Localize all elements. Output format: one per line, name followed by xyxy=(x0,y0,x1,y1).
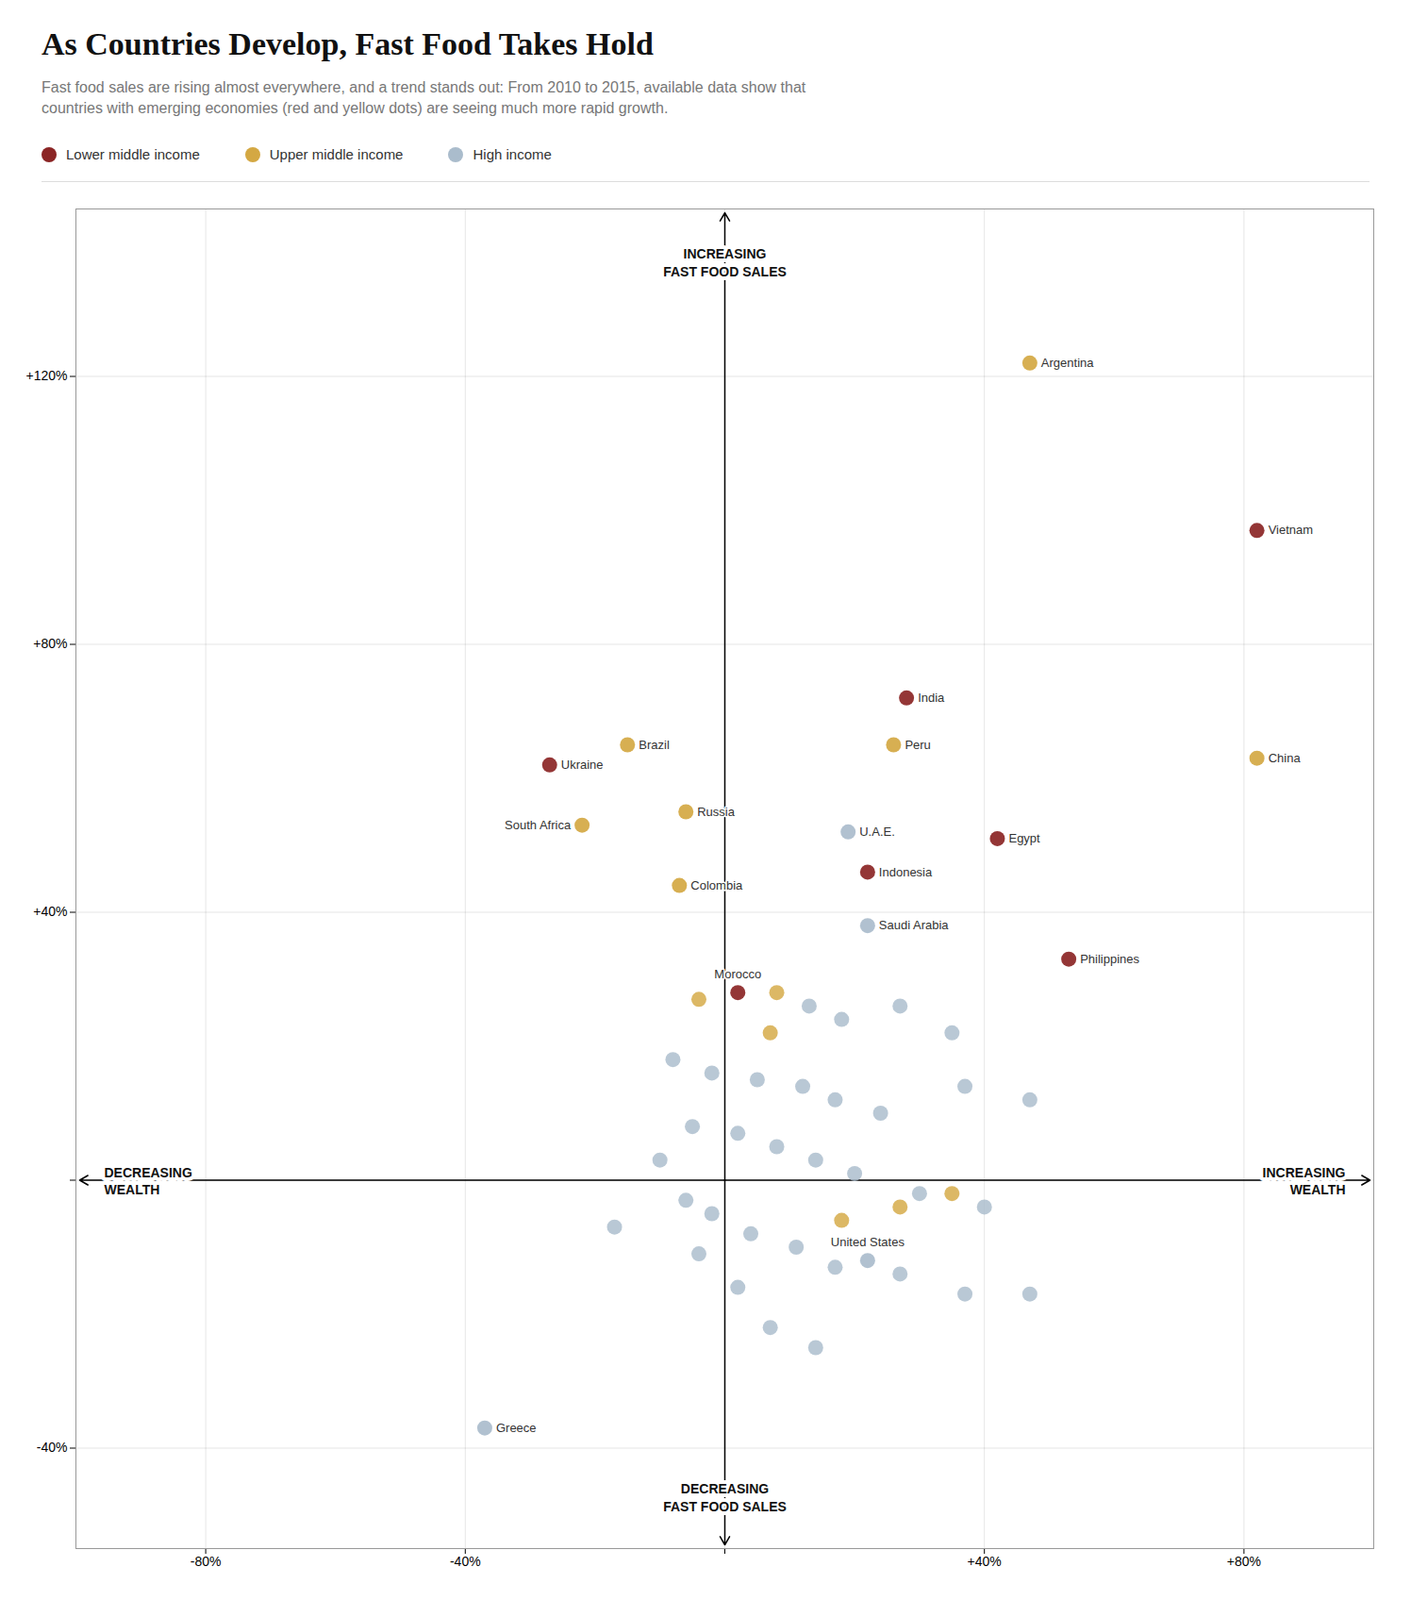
html-text:As Countries Develop, Fast Foo: As Countries Develop, Fast Food Takes Ho… xyxy=(41,26,654,62)
svg-text:-40%: -40% xyxy=(36,1440,68,1456)
svg-text:India: India xyxy=(917,690,946,705)
svg-text:DECREASINGWEALTH: DECREASINGWEALTH xyxy=(104,1164,193,1197)
svg-text:U.A.E.: U.A.E. xyxy=(859,824,896,839)
html-text:Lower middle income: Lower middle income xyxy=(66,146,200,163)
svg-text:-80%: -80% xyxy=(190,1554,222,1570)
svg-text:China: China xyxy=(1268,750,1302,765)
svg-text:+80%: +80% xyxy=(1227,1554,1262,1570)
svg-text:+40%: +40% xyxy=(33,904,67,920)
html-text:countries with emerging econom: countries with emerging economies (red a… xyxy=(41,99,669,116)
svg-text:United States: United States xyxy=(830,1235,906,1250)
html-text:Upper middle income: Upper middle income xyxy=(269,146,404,163)
svg-text:Ukraine: Ukraine xyxy=(561,757,604,772)
svg-text:DECREASINGFAST FOOD SALES: DECREASINGFAST FOOD SALES xyxy=(663,1480,787,1513)
svg-text:Peru: Peru xyxy=(904,737,930,752)
svg-text:+40%: +40% xyxy=(967,1554,1002,1570)
svg-text:Colombia: Colombia xyxy=(690,878,744,893)
svg-text:Egypt: Egypt xyxy=(1008,830,1041,846)
svg-text:Russia: Russia xyxy=(697,804,736,819)
svg-text:+120%: +120% xyxy=(26,368,68,384)
svg-text:Philippines: Philippines xyxy=(1079,951,1140,966)
svg-text:Morocco: Morocco xyxy=(713,967,762,982)
svg-text:Greece: Greece xyxy=(496,1420,537,1435)
html-text:High income: High income xyxy=(473,146,552,163)
svg-text:INCREASINGFAST FOOD SALES: INCREASINGFAST FOOD SALES xyxy=(663,247,787,280)
svg-text:Argentina: Argentina xyxy=(1041,355,1095,370)
svg-text:+80%: +80% xyxy=(33,636,67,652)
svg-text:Saudi Arabia: Saudi Arabia xyxy=(879,918,949,933)
svg-text:Vietnam: Vietnam xyxy=(1268,523,1313,538)
svg-text:-40%: -40% xyxy=(449,1554,482,1570)
svg-text:Brazil: Brazil xyxy=(638,737,670,752)
svg-text:South Africa: South Africa xyxy=(504,817,572,832)
svg-text:Indonesia: Indonesia xyxy=(879,864,933,880)
html-text:Fast food sales are rising alm: Fast food sales are rising almost everyw… xyxy=(41,79,806,96)
svg-text:INCREASINGWEALTH: INCREASINGWEALTH xyxy=(1262,1164,1346,1197)
